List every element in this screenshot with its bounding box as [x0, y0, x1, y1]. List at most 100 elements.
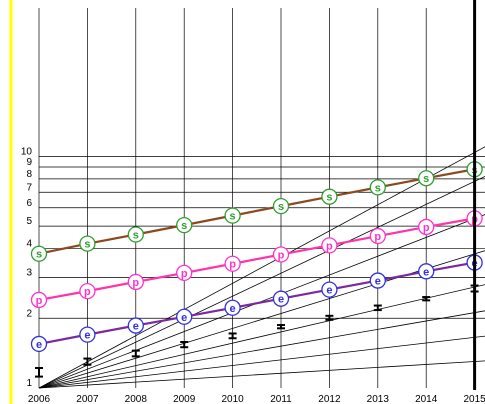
- marker-circle: [369, 179, 386, 196]
- marker-p-2006: p: [30, 291, 48, 309]
- series-line-p: [38, 217, 475, 302]
- x-tick-labels: 2006 2007 2008 2009 2010 2011 2012 2013 2014 2015: [28, 394, 485, 404]
- marker-s-2007: s: [79, 235, 96, 252]
- marker-label: e: [36, 339, 42, 351]
- marker-e-2009: e: [176, 308, 193, 325]
- marker-label: p: [36, 295, 43, 307]
- x-tick-label: 2007: [76, 394, 99, 404]
- marker-circle: [79, 282, 96, 300]
- marker-circle: [79, 235, 96, 252]
- x-tick-label: 2013: [367, 394, 390, 404]
- series-line-e: [38, 261, 475, 345]
- reference-line-2: [38, 335, 485, 389]
- marker-circle: [224, 255, 241, 272]
- reference-line-5: [38, 250, 485, 389]
- marker-e-2010: e: [224, 299, 241, 316]
- reference-line-7: [38, 176, 485, 389]
- x-tick-label: 2011: [270, 394, 292, 404]
- marker-e-2006: e: [30, 335, 48, 353]
- marker-p-2007: p: [79, 282, 96, 300]
- error-bar-2013: [373, 304, 382, 312]
- marker-label: e: [84, 330, 90, 342]
- error-bar-2014: [422, 296, 431, 302]
- marker-circle: [272, 246, 290, 263]
- error-bar-2006: [35, 366, 43, 378]
- reference-line-4: [38, 284, 485, 389]
- series-line-s: [38, 168, 475, 255]
- marker-label: s: [181, 220, 187, 232]
- marker-label: p: [278, 250, 285, 262]
- marker-s-2006: s: [30, 245, 48, 262]
- marker-circle: [127, 273, 144, 291]
- marker-s-2013: s: [369, 179, 386, 196]
- y-tick-label: 8: [26, 169, 32, 180]
- marker-s-2009: s: [176, 216, 193, 234]
- marker-circle: [418, 170, 435, 187]
- marker-p-2010: p: [224, 255, 241, 272]
- marker-s-2014: s: [418, 170, 435, 187]
- marker-circle: [176, 264, 193, 282]
- marker-circle: [30, 291, 48, 309]
- error-bar-2009: [180, 340, 189, 349]
- marker-e-2007: e: [79, 326, 96, 343]
- marker-label: p: [229, 259, 236, 271]
- reference-line-3: [38, 310, 485, 389]
- marker-label: s: [133, 230, 139, 242]
- marker-p-2013: p: [369, 227, 386, 245]
- marker-label: p: [423, 222, 430, 234]
- error-bar-2010: [228, 332, 237, 340]
- marker-circle: [418, 263, 435, 280]
- marker-label: s: [423, 173, 429, 185]
- marker-circle: [272, 290, 290, 307]
- x-tick-label: 2015: [463, 394, 485, 404]
- marker-label: s: [84, 239, 90, 251]
- marker-e-2013: e: [369, 272, 386, 289]
- error-bar-2011: [277, 324, 285, 330]
- x-tick-label: 2008: [125, 394, 148, 404]
- marker-circle: [321, 237, 338, 254]
- marker-p-2008: p: [127, 273, 144, 291]
- marker-label: s: [326, 192, 332, 204]
- marker-p-2014: p: [418, 218, 435, 236]
- error-bar-2007: [83, 357, 92, 366]
- marker-circle: [369, 272, 386, 289]
- marker-e-2014: e: [418, 263, 435, 280]
- marker-s-2012: s: [321, 188, 338, 205]
- marker-label: p: [326, 240, 333, 252]
- reference-line-1: [38, 360, 485, 389]
- marker-label: p: [181, 268, 188, 280]
- marker-label: s: [36, 249, 42, 261]
- marker-circle: [321, 281, 338, 298]
- marker-circle: [321, 188, 338, 205]
- marker-circle: [369, 227, 386, 245]
- marker-label: e: [375, 276, 381, 288]
- x-tick-label: 2012: [318, 394, 341, 404]
- marker-label: e: [278, 294, 284, 306]
- marker-label: p: [374, 231, 381, 243]
- marker-label: e: [423, 266, 429, 278]
- y-tick-label: 9: [26, 157, 32, 168]
- y-tick-label: 10: [21, 146, 33, 157]
- marker-label: s: [375, 182, 381, 194]
- marker-p-2011: p: [272, 246, 290, 263]
- y-tick-label: 5: [26, 216, 32, 227]
- marker-p-2012: p: [321, 237, 338, 254]
- marker-s-2010: s: [224, 207, 241, 224]
- marker-label: p: [132, 277, 139, 289]
- marker-circle: [127, 226, 144, 243]
- marker-circle: [79, 326, 96, 343]
- marker-circle: [176, 216, 193, 234]
- x-tick-label: 2010: [221, 394, 244, 404]
- marker-label: e: [133, 321, 139, 333]
- marker-p-2009: p: [176, 264, 193, 282]
- error-bars: [35, 284, 479, 378]
- marker-s-2011: s: [272, 197, 290, 215]
- horizontal-gridlines: [39, 156, 485, 319]
- x-tick-label: 2014: [415, 394, 438, 404]
- y-tick-label: 3: [26, 267, 32, 278]
- marker-circle: [30, 335, 48, 353]
- marker-label: s: [278, 201, 284, 213]
- marker-label: e: [326, 285, 332, 297]
